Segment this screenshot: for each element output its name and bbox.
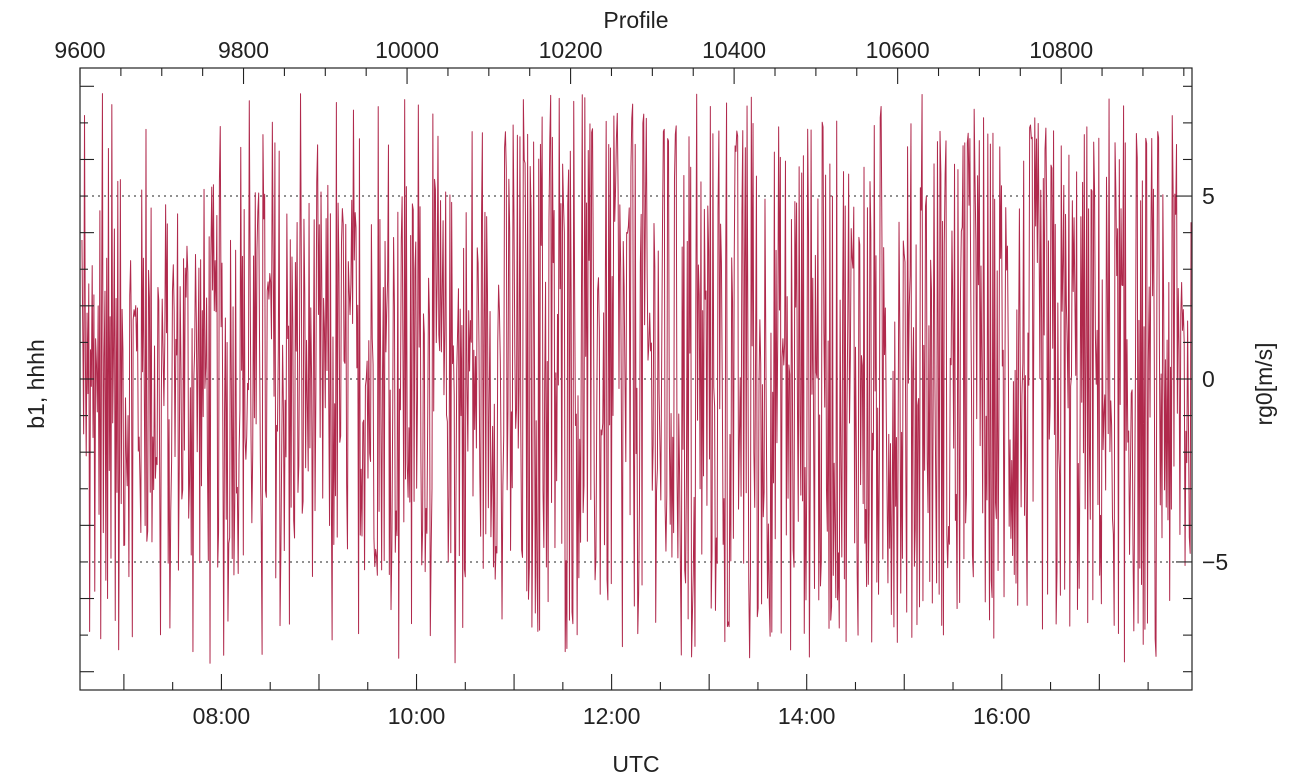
right-axis-tick-label: 5 (1202, 183, 1215, 209)
top-axis-tick-label: 10400 (702, 37, 766, 63)
right-axis-tick-label: 0 (1202, 366, 1215, 392)
ticks-layer (79, 68, 1192, 690)
right-axis-tick-label: −5 (1202, 549, 1228, 575)
top-axis-tick-label: 9800 (218, 37, 269, 63)
top-axis-tick-label: 10800 (1029, 37, 1093, 63)
top-axis-tick-label: 10200 (539, 37, 603, 63)
bottom-axis-tick-label: 10:00 (388, 703, 446, 729)
top-axis-tick-label: 10600 (866, 37, 930, 63)
series-layer (81, 93, 1192, 664)
top-axis-tick-label: 9600 (54, 37, 105, 63)
left-axis-title: b1, hhhh (23, 339, 49, 429)
bottom-axis-tick-label: 12:00 (583, 703, 641, 729)
bottom-axis-tick-label: 14:00 (778, 703, 836, 729)
bottom-axis-tick-label: 08:00 (193, 703, 251, 729)
x-axis-title: UTC (612, 751, 659, 777)
right-axis-title: rg0[m/s] (1251, 342, 1277, 425)
series-line (81, 93, 1192, 664)
top-axis-tick-label: 10000 (375, 37, 439, 63)
labels-layer: −5 0 5 08:00 10:00 12:00 14:00 16:00 9600 9800 100… (54, 37, 1228, 729)
bottom-axis-tick-label: 16:00 (973, 703, 1031, 729)
top-axis-title: Profile (603, 7, 668, 33)
